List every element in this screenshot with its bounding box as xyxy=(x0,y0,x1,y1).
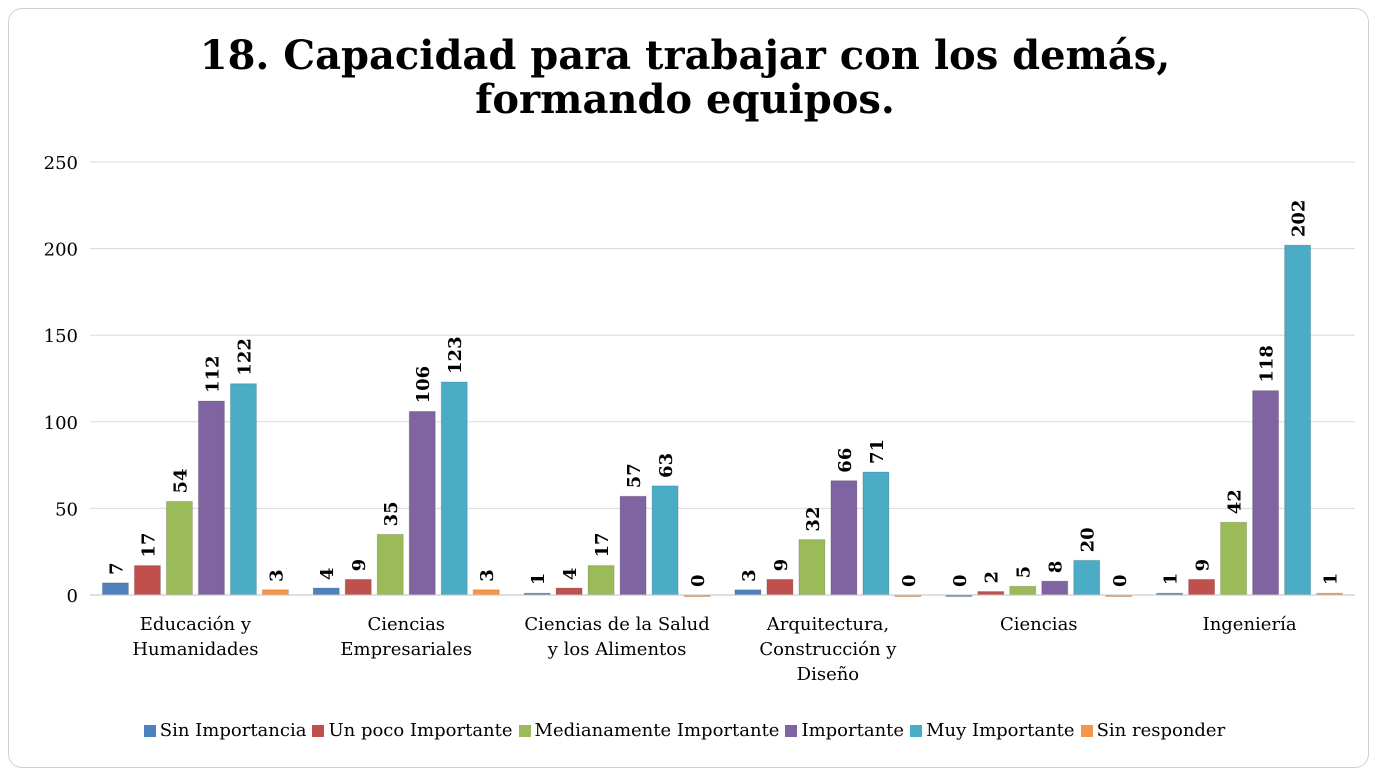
data-label: 123 xyxy=(445,336,466,374)
y-tick-label: 50 xyxy=(55,499,78,520)
data-label: 202 xyxy=(1289,200,1310,238)
bar xyxy=(1009,585,1037,596)
bar xyxy=(862,471,890,596)
data-label: 1 xyxy=(528,573,549,586)
data-label: 0 xyxy=(899,574,920,587)
legend-swatch xyxy=(1080,724,1093,737)
data-label: 9 xyxy=(349,559,370,572)
bar xyxy=(165,500,193,596)
x-tick-label: Arquitectura, Construcción y Diseño xyxy=(759,614,897,685)
legend: Sin Importancia Un poco Importante Mediana… xyxy=(0,720,1375,741)
legend-swatch xyxy=(785,724,798,737)
data-label: 112 xyxy=(202,355,223,393)
data-label: 54 xyxy=(170,468,191,493)
bar xyxy=(1220,521,1248,596)
data-label: 42 xyxy=(1225,489,1246,514)
x-tick-label: Ciencias Empresariales xyxy=(340,614,473,660)
data-label: 9 xyxy=(771,559,792,572)
y-tick-label: 200 xyxy=(44,240,78,261)
data-label: 118 xyxy=(1257,345,1278,383)
y-tick-label: 0 xyxy=(67,586,78,607)
data-label: 2 xyxy=(982,571,1003,584)
data-label: 66 xyxy=(835,448,856,473)
data-label: 0 xyxy=(688,574,709,587)
bar xyxy=(101,582,129,596)
data-label: 35 xyxy=(381,501,402,526)
data-label: 17 xyxy=(592,532,613,557)
data-label: 3 xyxy=(739,569,760,582)
bar xyxy=(197,400,225,596)
x-tick-label: Educación y Humanidades xyxy=(132,614,259,660)
legend-item: Medianamente Importante xyxy=(518,720,780,741)
data-label: 5 xyxy=(1014,566,1035,579)
data-label: 106 xyxy=(413,366,434,404)
bar xyxy=(472,589,500,596)
bar xyxy=(766,578,794,596)
bar xyxy=(830,480,858,596)
legend-label: Importante xyxy=(801,720,905,741)
data-label: 20 xyxy=(1078,527,1099,552)
bar xyxy=(376,533,404,596)
data-label: 57 xyxy=(624,463,645,488)
data-label: 1 xyxy=(1321,573,1342,586)
legend-swatch xyxy=(518,724,531,737)
bar xyxy=(1188,578,1216,596)
legend-swatch xyxy=(143,724,156,737)
data-label: 3 xyxy=(266,569,287,582)
data-label: 7 xyxy=(106,562,127,575)
y-tick-label: 250 xyxy=(44,153,78,174)
data-label: 63 xyxy=(656,453,677,478)
data-label: 17 xyxy=(138,532,159,557)
bar xyxy=(312,587,340,596)
data-label: 4 xyxy=(317,568,338,581)
legend-item: Sin responder xyxy=(1080,720,1226,741)
bar xyxy=(587,565,615,596)
legend-swatch xyxy=(910,724,923,737)
y-tick-label: 100 xyxy=(44,413,78,434)
x-tick-label: Ingeniería xyxy=(1202,614,1297,635)
y-tick-label: 150 xyxy=(44,326,78,347)
bar xyxy=(408,410,436,596)
legend-item: Sin Importancia xyxy=(143,720,307,741)
legend-label: Medianamente Importante xyxy=(534,720,780,741)
bar xyxy=(734,589,762,596)
bar xyxy=(1041,580,1069,596)
data-label: 122 xyxy=(234,338,255,376)
legend-label: Muy Importante xyxy=(926,720,1075,741)
legend-label: Un poco Importante xyxy=(328,720,513,741)
bar xyxy=(261,589,289,596)
data-label: 8 xyxy=(1046,561,1067,574)
x-tick-label: Ciencias xyxy=(999,614,1078,635)
bar xyxy=(977,591,1005,596)
bar xyxy=(344,578,372,596)
data-label: 4 xyxy=(560,568,581,581)
data-label: 3 xyxy=(477,569,498,582)
legend-item: Muy Importante xyxy=(910,720,1075,741)
bar xyxy=(229,383,257,596)
data-label: 1 xyxy=(1161,573,1182,586)
bar xyxy=(1252,390,1280,596)
bar xyxy=(1284,244,1312,596)
bar xyxy=(133,565,161,596)
bar xyxy=(619,495,647,596)
data-label: 71 xyxy=(867,439,888,464)
bar xyxy=(440,381,468,596)
data-label: 0 xyxy=(1110,574,1131,587)
bar xyxy=(555,587,583,596)
legend-swatch xyxy=(312,724,325,737)
legend-label: Sin Importancia xyxy=(159,720,307,741)
data-label: 9 xyxy=(1193,559,1214,572)
x-tick-label: Ciencias de la Salud y los Alimentos xyxy=(524,614,710,660)
legend-item: Un poco Importante xyxy=(312,720,513,741)
legend-item: Importante xyxy=(785,720,904,741)
data-label: 32 xyxy=(803,507,824,532)
chart-title: 18. Capacidad para trabajar con los demá… xyxy=(199,32,1171,123)
legend-label: Sin responder xyxy=(1096,720,1226,741)
bar xyxy=(651,485,679,596)
bar xyxy=(1073,559,1101,596)
bar xyxy=(798,539,826,596)
data-label: 0 xyxy=(950,574,971,587)
